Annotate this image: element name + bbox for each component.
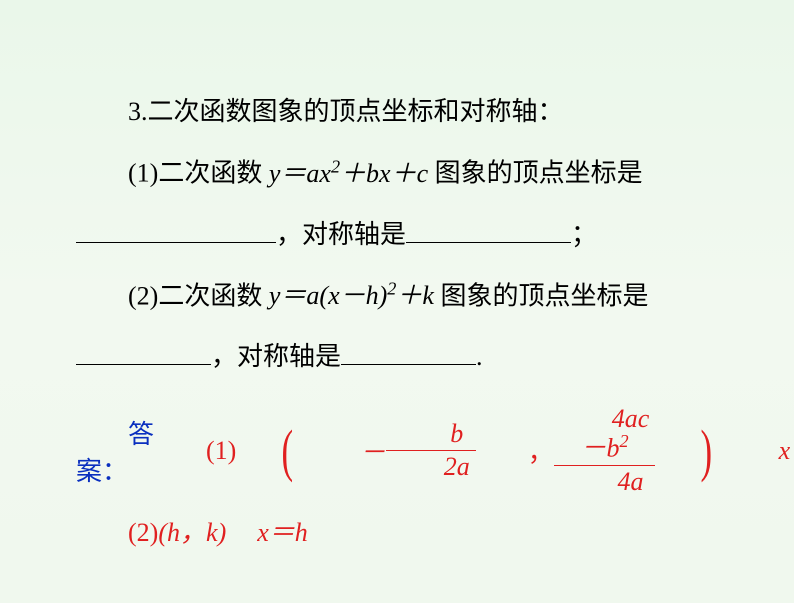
ans-2-h: h [167, 518, 180, 547]
ans-2-rp: ) [218, 518, 227, 547]
ans-1-frac2-num-sup: 2 [619, 431, 628, 451]
q3-2-prefix: (2)二次函数 [128, 281, 269, 310]
q3-1-c: c [417, 159, 429, 188]
q3-2-y: y [269, 281, 281, 310]
ans-1-axis-eq: ＝－ [790, 414, 794, 488]
q3-2-plus: ＋ [396, 281, 422, 310]
q3-1-eq: ＝ [280, 159, 306, 188]
ans-1-frac2-num-4: 4 [612, 404, 625, 433]
ans-1-frac1-num: b [386, 421, 476, 451]
q3-1-ax: ax [306, 159, 331, 188]
ans-1-frac2-num-ac: ac [625, 404, 650, 433]
q3-1-line2: ，对称轴是 ； [76, 215, 734, 254]
blank-2a [76, 339, 211, 365]
ans-1-frac2-den-a: a [630, 467, 643, 496]
answer-block: 答案： (1) ( － b 2a ， 4ac－b2 4a ) x ＝－ b 2a… [76, 406, 734, 552]
q3-2-lp: ( [319, 281, 328, 310]
q3-1-mid: ，对称轴是 [276, 220, 406, 249]
ans-2-lp: ( [158, 518, 167, 547]
ans-1-comma: ， [476, 432, 554, 469]
q3-1-suffix: 图象的顶点坐标是 [428, 159, 643, 188]
answer-1: 答案： (1) ( － b 2a ， 4ac－b2 4a ) x ＝－ b 2a [76, 406, 734, 495]
ans-2-axis-h: h [295, 518, 308, 547]
blank-1b [406, 217, 571, 243]
q3-1-sup2a: 2 [331, 156, 340, 176]
ans-1-frac1-den: 2a [386, 451, 476, 480]
ans-1-frac1-den-a: a [457, 452, 470, 481]
ans-1-axis-x: x [727, 436, 791, 466]
q3-2-end: . [476, 342, 483, 371]
ans-1-frac1: b 2a [386, 421, 476, 480]
q3-2-x: x [328, 281, 340, 310]
blank-1a [76, 217, 276, 243]
q3-1-plus2: ＋ [391, 159, 417, 188]
q3-1-bx: bx [366, 159, 391, 188]
ans-2-prefix: (2) [128, 518, 158, 547]
q3-1-plus1: ＋ [340, 159, 366, 188]
q3-2-line2: ，对称轴是. [76, 337, 734, 376]
ans-1-frac1-den-2: 2 [444, 452, 457, 481]
ans-1-rparen: ) [670, 422, 713, 480]
ans-2-axis-x: x [257, 518, 269, 547]
q3-1-y: y [269, 159, 281, 188]
ans-1-frac2-num-b: b [606, 434, 619, 463]
q3-2-eq: ＝ [280, 281, 306, 310]
ans-2-axis: x＝h [257, 518, 308, 547]
answer-2: (2)(h，k) x＝h [76, 513, 734, 552]
q3-2-h: h [366, 281, 379, 310]
ans-2-vertex: (h，k) [158, 518, 226, 547]
q3-1-line1: (1)二次函数 y＝ax2＋bx＋c 图象的顶点坐标是 [76, 153, 734, 193]
q3-2-k: k [422, 281, 434, 310]
q3-1-end: ； [571, 220, 597, 249]
ans-1-frac2-num: 4ac －b2 [554, 406, 656, 466]
q3-2-mid: ，对称轴是 [211, 342, 341, 371]
answer-label: 答案： [76, 414, 154, 488]
slide-content: 3.二次函数图象的顶点坐标和对称轴： (1)二次函数 y＝ax2＋bx＋c 图象… [76, 92, 734, 574]
ans-1-frac2: 4ac－b2 4a [554, 406, 656, 495]
ans-1-frac2-num-minus: － [580, 434, 606, 463]
q3-2-suffix: 图象的顶点坐标是 [434, 281, 649, 310]
q3-title: 3.二次函数图象的顶点坐标和对称轴： [76, 92, 734, 131]
q3-2-rp: ) [379, 281, 388, 310]
q3-2-line1: (2)二次函数 y＝a(x－h)2＋k 图象的顶点坐标是 [76, 276, 734, 316]
q3-2-a: a [306, 281, 319, 310]
ans-1-lparen: ( [251, 422, 294, 480]
ans-1-prefix: (1) [154, 436, 236, 466]
q3-2-minus: － [340, 281, 366, 310]
ans-2-axis-eq: ＝ [269, 518, 295, 547]
ans-2-k: k [206, 518, 218, 547]
ans-1-frac2-den: 4a [554, 466, 656, 495]
ans-1-minus: － [308, 432, 386, 469]
ans-1-frac2-den-4: 4 [617, 467, 630, 496]
q3-1-prefix: (1)二次函数 [128, 159, 269, 188]
ans-2-comma: ， [180, 518, 206, 547]
blank-2b [341, 339, 476, 365]
